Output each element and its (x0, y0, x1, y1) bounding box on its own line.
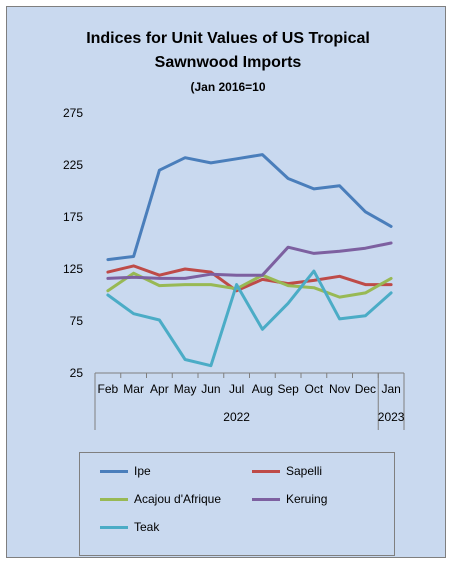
legend-item: Teak (100, 519, 159, 535)
legend: Ipe Sapelli Acajou d'Afrique Keruing Teak (79, 452, 395, 556)
chart-subtitle: (Jan 2016=10 (190, 80, 266, 94)
x-tick-label: Jul (229, 382, 244, 396)
legend-item: Acajou d'Afrique (100, 491, 221, 507)
year-label-2022: 2022 (223, 410, 250, 424)
y-tick-label: 225 (63, 158, 83, 172)
legend-item: Ipe (100, 463, 151, 479)
y-tick-label: 125 (63, 262, 83, 276)
y-tick-label: 75 (70, 314, 84, 328)
x-tick-label: Feb (98, 382, 119, 396)
y-tick-label: 275 (63, 106, 83, 120)
chart-title-line-1: Indices for Unit Values of US Tropical (86, 30, 370, 47)
x-tick-label: Nov (329, 382, 350, 396)
series-line-keruing (106, 241, 393, 280)
x-tick-label: May (174, 382, 197, 396)
x-tick-label: Sep (277, 382, 299, 396)
year-label-2023: 2023 (378, 410, 405, 424)
legend-label: Ipe (134, 464, 151, 478)
legend-item: Sapelli (252, 463, 322, 479)
series-line-sapelli (106, 264, 393, 293)
legend-swatch (252, 469, 280, 473)
series-line-acajou-d-afrique (106, 271, 393, 299)
x-tick-label: Jun (201, 382, 220, 396)
legend-label: Sapelli (286, 464, 323, 478)
x-tick-label: Aug (252, 382, 273, 396)
legend-label: Keruing (286, 492, 328, 506)
x-tick-label: Apr (150, 382, 169, 396)
x-tick-label: Oct (305, 382, 324, 396)
legend-label: Teak (134, 520, 160, 534)
legend-item: Keruing (252, 491, 327, 507)
series-line-ipe (106, 153, 393, 262)
legend-swatch (100, 497, 128, 501)
legend-swatch (252, 497, 280, 501)
x-tick-label: Dec (355, 382, 376, 396)
plot-area (95, 113, 404, 373)
legend-label: Acajou d'Afrique (134, 492, 222, 506)
x-tick-label: Mar (123, 382, 144, 396)
chart-title-line-2: Sawnwood Imports (154, 54, 302, 71)
x-tick-label: Jan (381, 382, 400, 396)
legend-swatch (100, 469, 128, 473)
y-tick-label: 175 (63, 210, 83, 224)
legend-swatch (100, 525, 128, 529)
y-tick-label: 25 (70, 366, 84, 380)
series-line-teak (106, 269, 393, 368)
